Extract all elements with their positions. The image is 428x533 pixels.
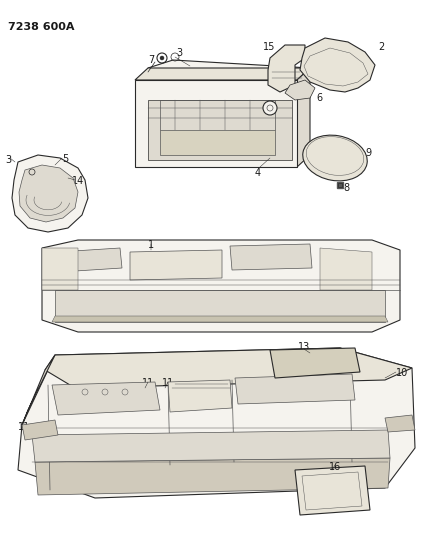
Text: 4: 4 xyxy=(255,168,261,178)
Polygon shape xyxy=(42,240,400,332)
Text: 15: 15 xyxy=(263,42,275,52)
Text: 5: 5 xyxy=(62,154,68,164)
Circle shape xyxy=(160,56,164,60)
Text: 12: 12 xyxy=(262,118,274,128)
Polygon shape xyxy=(235,374,355,404)
Text: 10: 10 xyxy=(396,368,408,378)
Text: 14: 14 xyxy=(72,176,84,186)
Polygon shape xyxy=(19,165,78,222)
Text: 2: 2 xyxy=(378,42,384,52)
Text: 7238 600A: 7238 600A xyxy=(8,22,74,32)
Polygon shape xyxy=(285,80,315,100)
Polygon shape xyxy=(45,348,412,388)
Polygon shape xyxy=(22,420,58,440)
Polygon shape xyxy=(130,250,222,280)
Polygon shape xyxy=(52,382,160,415)
Text: 16: 16 xyxy=(329,462,341,472)
Polygon shape xyxy=(18,348,415,498)
Polygon shape xyxy=(55,290,385,322)
Circle shape xyxy=(263,101,277,115)
Ellipse shape xyxy=(303,135,367,181)
Text: 8: 8 xyxy=(343,183,349,193)
Text: 11: 11 xyxy=(142,378,154,388)
Polygon shape xyxy=(58,248,122,272)
Polygon shape xyxy=(300,38,375,92)
Polygon shape xyxy=(135,80,297,167)
Text: 6: 6 xyxy=(316,93,322,103)
Text: 13: 13 xyxy=(298,342,310,352)
Text: 11: 11 xyxy=(18,422,30,432)
Polygon shape xyxy=(268,45,305,92)
Circle shape xyxy=(82,389,88,395)
Polygon shape xyxy=(270,348,360,378)
Polygon shape xyxy=(12,155,88,232)
Text: 3: 3 xyxy=(176,48,182,58)
Text: 9: 9 xyxy=(365,148,371,158)
Circle shape xyxy=(122,389,128,395)
Polygon shape xyxy=(160,130,275,155)
Text: 7: 7 xyxy=(148,55,154,65)
Text: 3: 3 xyxy=(5,155,11,165)
Polygon shape xyxy=(32,430,390,462)
Polygon shape xyxy=(297,68,310,167)
Circle shape xyxy=(102,389,108,395)
Text: 1: 1 xyxy=(148,240,154,250)
Polygon shape xyxy=(320,248,372,290)
Polygon shape xyxy=(135,68,310,80)
Polygon shape xyxy=(35,458,390,495)
Polygon shape xyxy=(42,248,78,290)
Polygon shape xyxy=(148,100,292,160)
Text: 11: 11 xyxy=(162,378,174,388)
Polygon shape xyxy=(295,466,370,515)
Polygon shape xyxy=(385,415,415,432)
Polygon shape xyxy=(168,380,232,412)
Polygon shape xyxy=(148,60,310,80)
Polygon shape xyxy=(230,244,312,270)
Polygon shape xyxy=(52,316,388,322)
Polygon shape xyxy=(22,355,55,425)
